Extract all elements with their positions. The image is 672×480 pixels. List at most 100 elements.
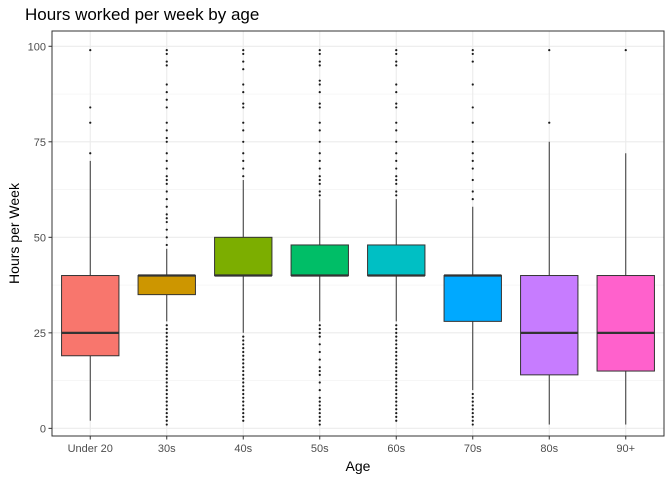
outlier-point <box>165 366 168 369</box>
outlier-point <box>471 404 474 407</box>
outlier-point <box>318 190 321 193</box>
outlier-point <box>318 396 321 399</box>
outlier-point <box>471 423 474 426</box>
outlier-point <box>165 121 168 124</box>
outlier-point <box>242 377 245 380</box>
outlier-point <box>395 350 398 354</box>
outlier-point <box>242 358 245 361</box>
y-tick-label: 50 <box>34 232 46 244</box>
outlier-point <box>242 369 245 373</box>
outlier-point <box>165 140 168 143</box>
outlier-point <box>165 389 168 392</box>
box-body <box>214 236 273 277</box>
outlier-point <box>242 106 245 109</box>
outlier-point <box>165 400 168 403</box>
outlier-point <box>242 408 245 411</box>
outlier-point <box>165 182 168 185</box>
outlier-point <box>395 396 398 399</box>
outlier-point <box>395 385 398 388</box>
outlier-point <box>318 52 321 56</box>
outlier-point <box>165 136 168 140</box>
outlier-point <box>318 60 321 63</box>
outlier-point <box>165 217 168 220</box>
outlier-point <box>395 419 398 422</box>
outlier-point <box>395 339 398 342</box>
outlier-point <box>395 49 398 52</box>
outlier-point <box>395 331 398 334</box>
box-body <box>520 275 579 376</box>
outlier-point <box>318 411 321 415</box>
x-tick-label: 60s <box>387 443 405 455</box>
x-tick-label: 80s <box>540 443 558 455</box>
outlier-point <box>318 415 321 418</box>
outlier-point <box>471 396 474 399</box>
outlier-point <box>242 392 245 396</box>
outlier-point <box>165 236 168 239</box>
outlier-point <box>242 335 245 338</box>
outlier-point <box>165 385 168 388</box>
outlier-point <box>242 140 245 143</box>
outlier-point <box>242 49 245 52</box>
outlier-point <box>165 60 168 63</box>
outlier-point <box>318 327 321 331</box>
x-tick-label: 90+ <box>616 443 635 455</box>
outlier-point <box>624 49 627 52</box>
box-60s <box>367 49 426 422</box>
outlier-point <box>242 52 245 56</box>
outlier-point <box>165 175 168 178</box>
outlier-point <box>395 347 398 350</box>
box-under-20 <box>61 49 120 421</box>
outlier-point <box>242 366 245 369</box>
outlier-point <box>395 175 398 178</box>
y-tick-label: 75 <box>34 137 46 149</box>
box-body <box>367 244 426 277</box>
outlier-point <box>242 419 245 422</box>
x-axis-title: Age <box>346 458 371 474</box>
x-tick-label: 70s <box>464 443 482 455</box>
outlier-point <box>242 404 245 407</box>
outlier-point <box>318 159 321 163</box>
outlier-point <box>165 373 168 376</box>
outlier-point <box>242 167 245 170</box>
outlier-point <box>395 152 398 155</box>
outlier-point <box>242 175 245 178</box>
outlier-point <box>242 396 245 399</box>
outlier-point <box>471 159 474 163</box>
outlier-point <box>242 159 245 163</box>
outlier-point <box>548 49 551 52</box>
outlier-point <box>165 106 168 109</box>
outlier-point <box>318 400 321 403</box>
outlier-point <box>165 343 168 346</box>
outlier-point <box>318 91 321 94</box>
outlier-point <box>471 167 474 170</box>
outlier-point <box>242 373 245 376</box>
x-tick-label: 50s <box>311 443 329 455</box>
outlier-point <box>89 49 92 52</box>
outlier-point <box>471 83 474 86</box>
outlier-point <box>165 404 168 407</box>
outlier-point <box>165 205 168 208</box>
box-body <box>290 244 349 277</box>
outlier-point <box>318 121 321 124</box>
outlier-point <box>165 129 168 132</box>
outlier-point <box>395 411 398 415</box>
outlier-point <box>165 91 168 94</box>
outlier-point <box>242 347 245 350</box>
outlier-point <box>318 140 321 143</box>
outlier-point <box>318 106 321 109</box>
y-axis-title: Hours per Week <box>6 182 22 284</box>
outlier-point <box>395 392 398 396</box>
x-tick-label: Under 20 <box>68 443 113 455</box>
outlier-point <box>165 419 168 422</box>
outlier-point <box>318 178 321 182</box>
outlier-point <box>318 324 321 327</box>
outlier-point <box>165 408 168 411</box>
outlier-point <box>548 121 551 124</box>
box-80s <box>520 49 579 425</box>
outlier-point <box>395 343 398 346</box>
outlier-point <box>165 83 168 86</box>
outlier-point <box>471 408 474 411</box>
outlier-point <box>165 423 168 426</box>
outlier-point <box>89 106 92 109</box>
outlier-point <box>395 167 398 170</box>
